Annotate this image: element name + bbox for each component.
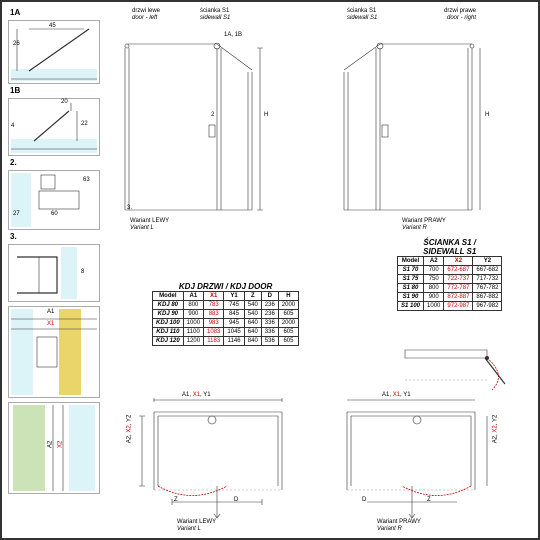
cabinet-left [117, 30, 267, 225]
s1-table: ModelA2X2Y2S1 70700672-687667-682S1 7575… [397, 256, 502, 311]
label-3: 3. [10, 232, 17, 241]
label-1a: 1A [10, 8, 20, 17]
detail-3: 8 [8, 244, 100, 302]
detail-a2: A2 X2 [8, 402, 100, 494]
label-sidewall-r: ścianka S1sidewall S1 [347, 8, 377, 21]
label-2: 2. [10, 158, 17, 167]
detail-1a: 26 45 [8, 20, 100, 84]
label-door-left: drzwi lewedoor - left [132, 8, 160, 21]
s1-table-block: ŚCIANKA S1 / SIDEWALL S1 ModelA2X2Y2S1 7… [397, 238, 502, 311]
detail-1b: 20 4 22 [8, 98, 100, 156]
plan-left [132, 390, 297, 525]
detail-2: 60 63 27 [8, 170, 100, 230]
variant-l-top: Wariant LEWYVariant L [130, 218, 169, 231]
label-sidewall-l: ścianka S1sidewall S1 [200, 8, 230, 21]
s1-title: ŚCIANKA S1 / SIDEWALL S1 [397, 238, 502, 256]
label-1b: 1B [10, 86, 20, 95]
detail-a1: A1 X1 [8, 306, 100, 398]
variant-r-top: Wariant PRAWYVariant R [402, 218, 446, 231]
kdj-table: ModelA1X1Y1ZDHKDJ 808007837455402362000K… [152, 291, 299, 346]
plan-r-dims: A1, X1, Y1 [382, 392, 411, 399]
kdj-table-block: KDJ DRZWI / KDJ DOOR ModelA1X1Y1ZDHKDJ 8… [152, 282, 299, 346]
cabinet-right [332, 30, 482, 225]
label-door-right: drzwi prawedoor - right [444, 8, 476, 21]
variant-l-bottom: Wariant LEWYVariant L [177, 519, 216, 532]
technical-diagram: 1A 26 45 1B 20 4 22 2. 60 63 27 3. 8 drz… [0, 0, 540, 540]
variant-r-bottom: Wariant PRAWYVariant R [377, 519, 421, 532]
plan-right [332, 390, 497, 525]
kdj-title: KDJ DRZWI / KDJ DOOR [152, 282, 299, 291]
plan-l-dims: A1, X1, Y1 [182, 392, 211, 399]
